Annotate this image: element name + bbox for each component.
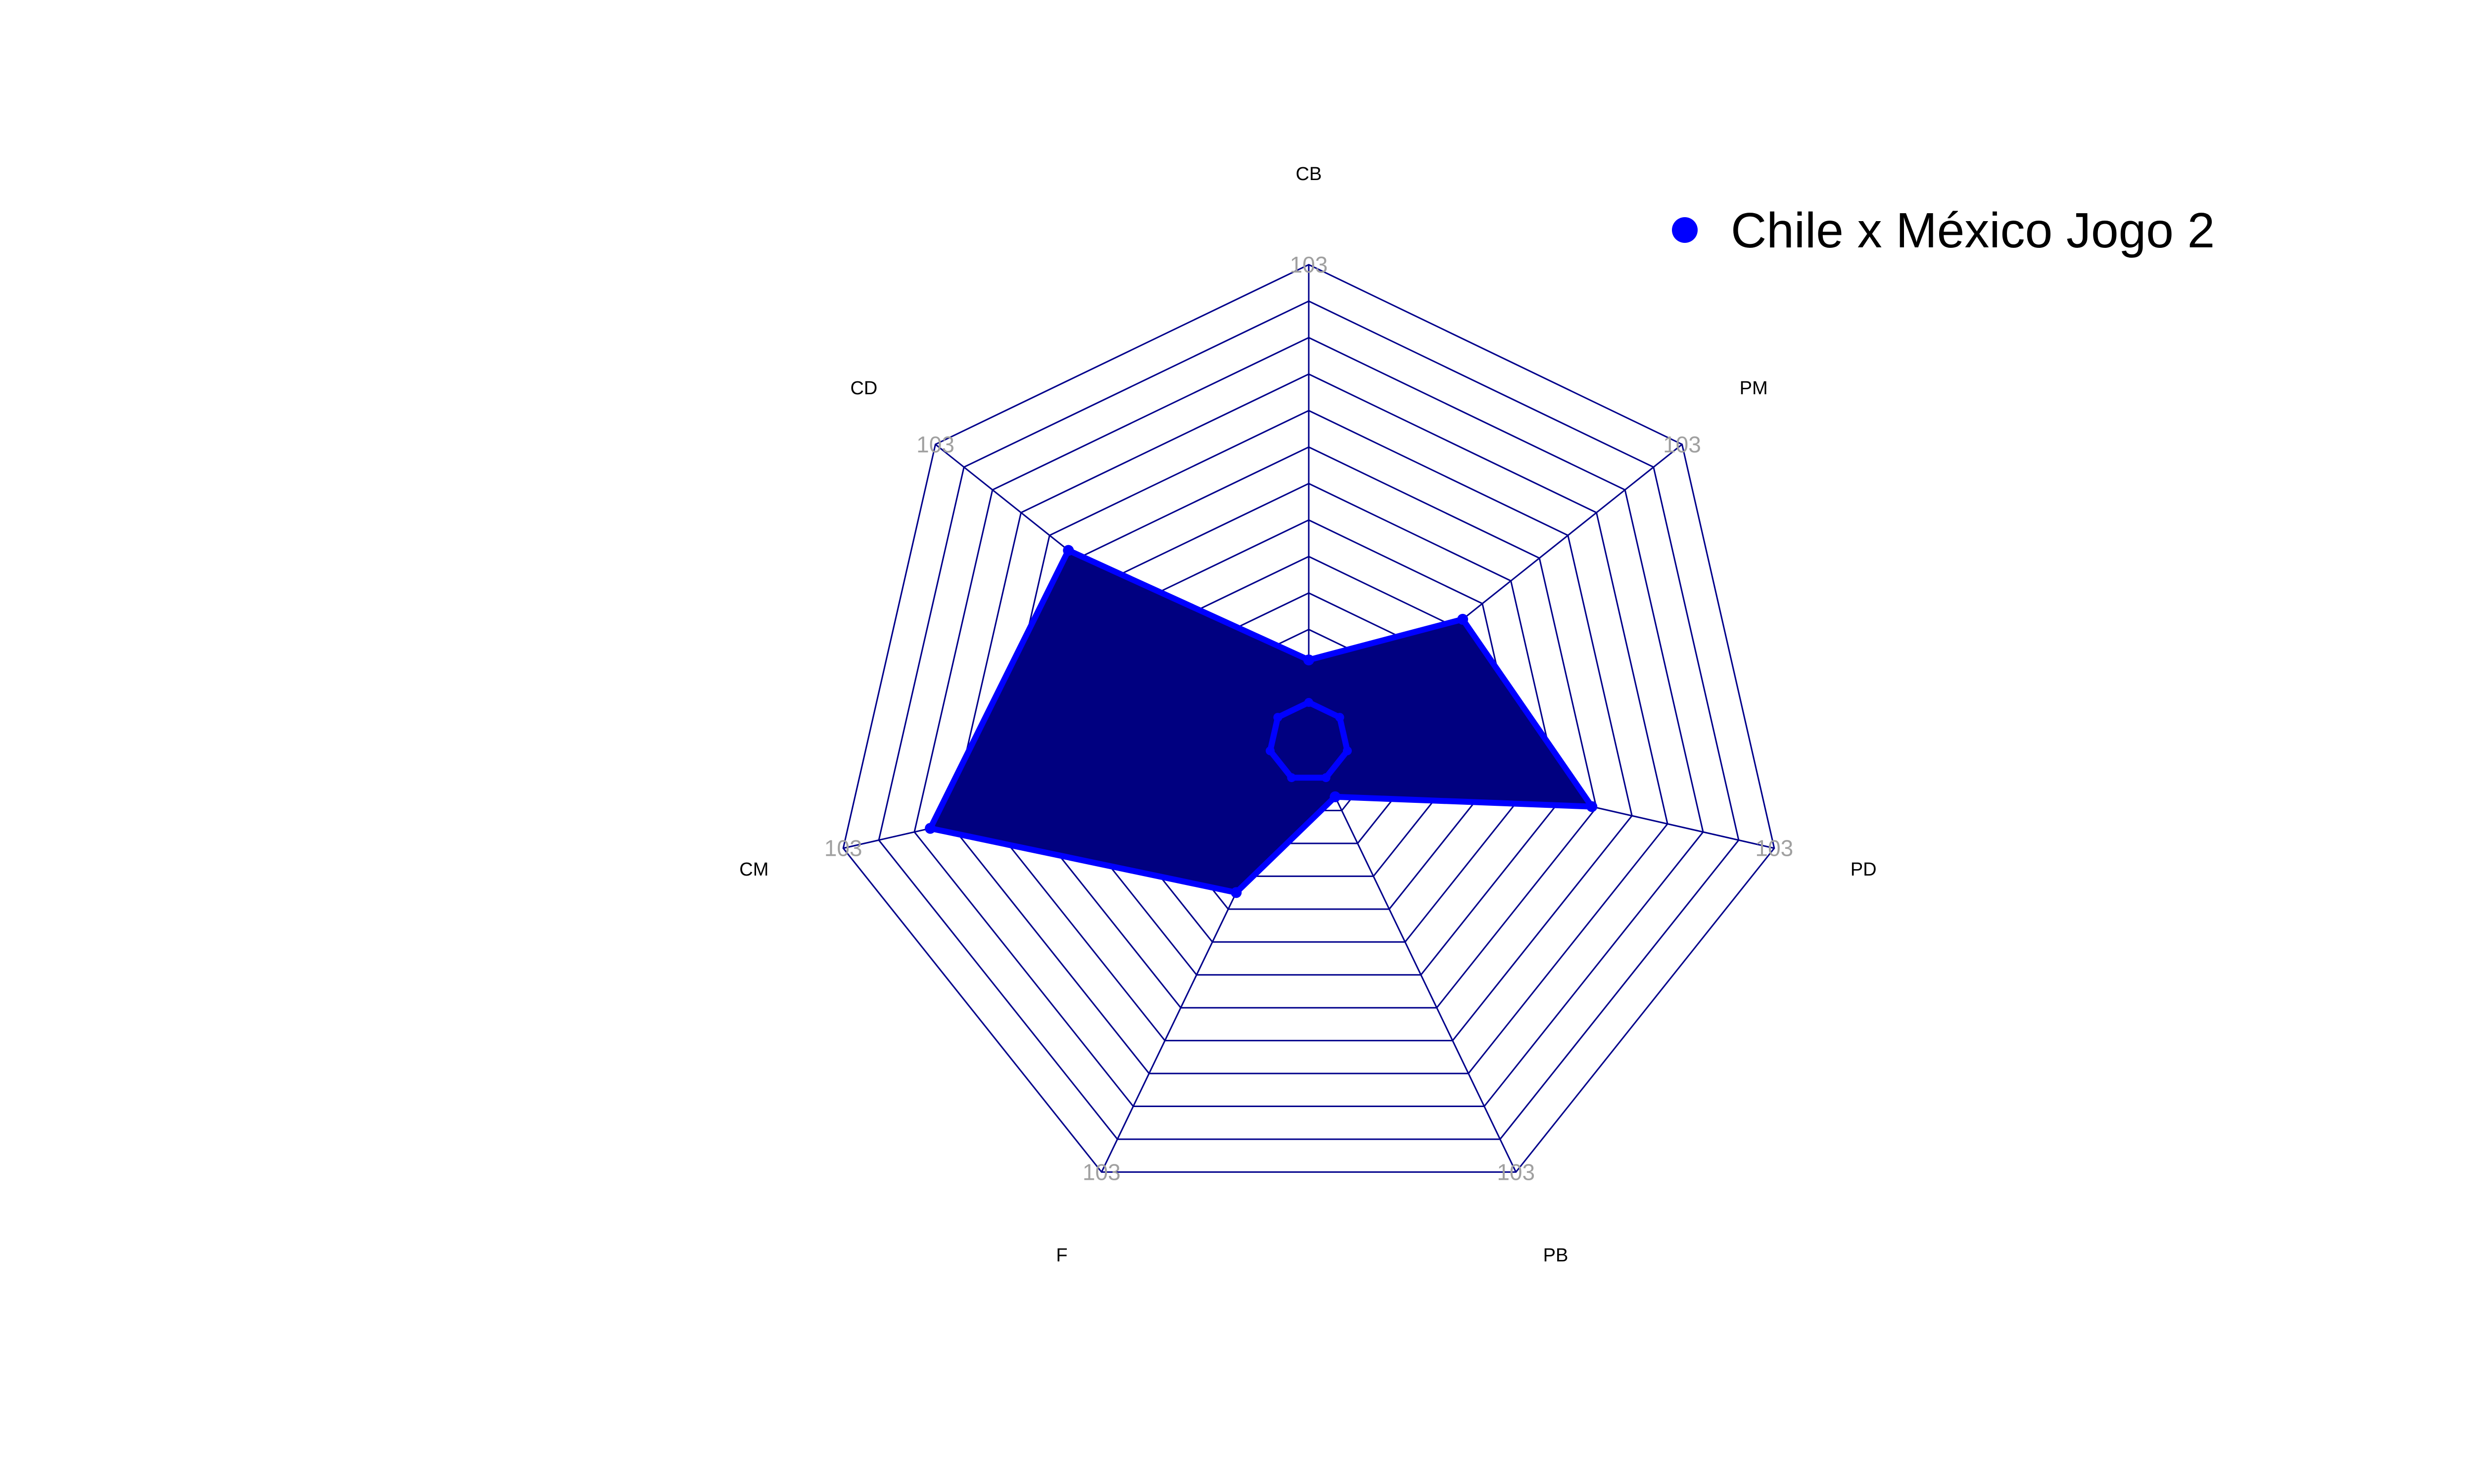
axis-label-pb: PB — [1543, 1245, 1569, 1266]
tick-label: 103 — [824, 835, 862, 861]
radar-series — [925, 545, 1598, 898]
axis-label-pd: PD — [1851, 859, 1877, 880]
series-center-point — [1266, 746, 1275, 755]
series-point — [925, 823, 936, 834]
series-point — [1457, 613, 1469, 625]
series-point — [1303, 654, 1314, 666]
grid-ring — [878, 300, 1740, 1140]
legend: Chile x México Jogo 2 — [1672, 203, 2215, 258]
legend-label: Chile x México Jogo 2 — [1731, 203, 2215, 258]
tick-label: 103 — [1083, 1159, 1121, 1185]
axis-spoke — [1325, 777, 1517, 1173]
tick-label: 103 — [916, 431, 954, 457]
grid-ring — [842, 264, 1775, 1173]
tick-label: 103 — [1497, 1159, 1535, 1185]
legend-marker — [1672, 217, 1698, 243]
axis-label-f: F — [1056, 1245, 1067, 1266]
series-area — [927, 547, 1595, 896]
series-center-point — [1342, 746, 1352, 755]
radar-tick-labels: 103 103 103 103 103 103 103 — [824, 252, 1793, 1185]
series-center-point — [1321, 773, 1331, 783]
series-center-ring — [1267, 699, 1351, 781]
series-center-point — [1273, 713, 1283, 722]
series-center-point — [1287, 773, 1296, 783]
grid-ring — [913, 336, 1704, 1108]
series-point — [1231, 887, 1242, 898]
series-center-point — [1304, 698, 1313, 707]
tick-label: 103 — [1663, 431, 1701, 457]
series-center-point — [1335, 713, 1344, 722]
grid-ring — [949, 373, 1668, 1074]
grid-ring — [985, 410, 1633, 1042]
series-point — [1330, 791, 1341, 802]
axis-label-cm: CM — [739, 859, 768, 880]
series-point — [1063, 545, 1074, 556]
tick-label: 103 — [1755, 835, 1793, 861]
tick-label: 103 — [1290, 252, 1328, 278]
axis-label-pm: PM — [1740, 378, 1768, 399]
radar-axis-labels: CB PM PD PB F CM CD — [739, 164, 1876, 1266]
axis-label-cd: CD — [850, 378, 877, 399]
radar-grid — [842, 264, 1775, 1173]
axis-label-cb: CB — [1296, 164, 1322, 185]
series-point — [1586, 801, 1598, 812]
